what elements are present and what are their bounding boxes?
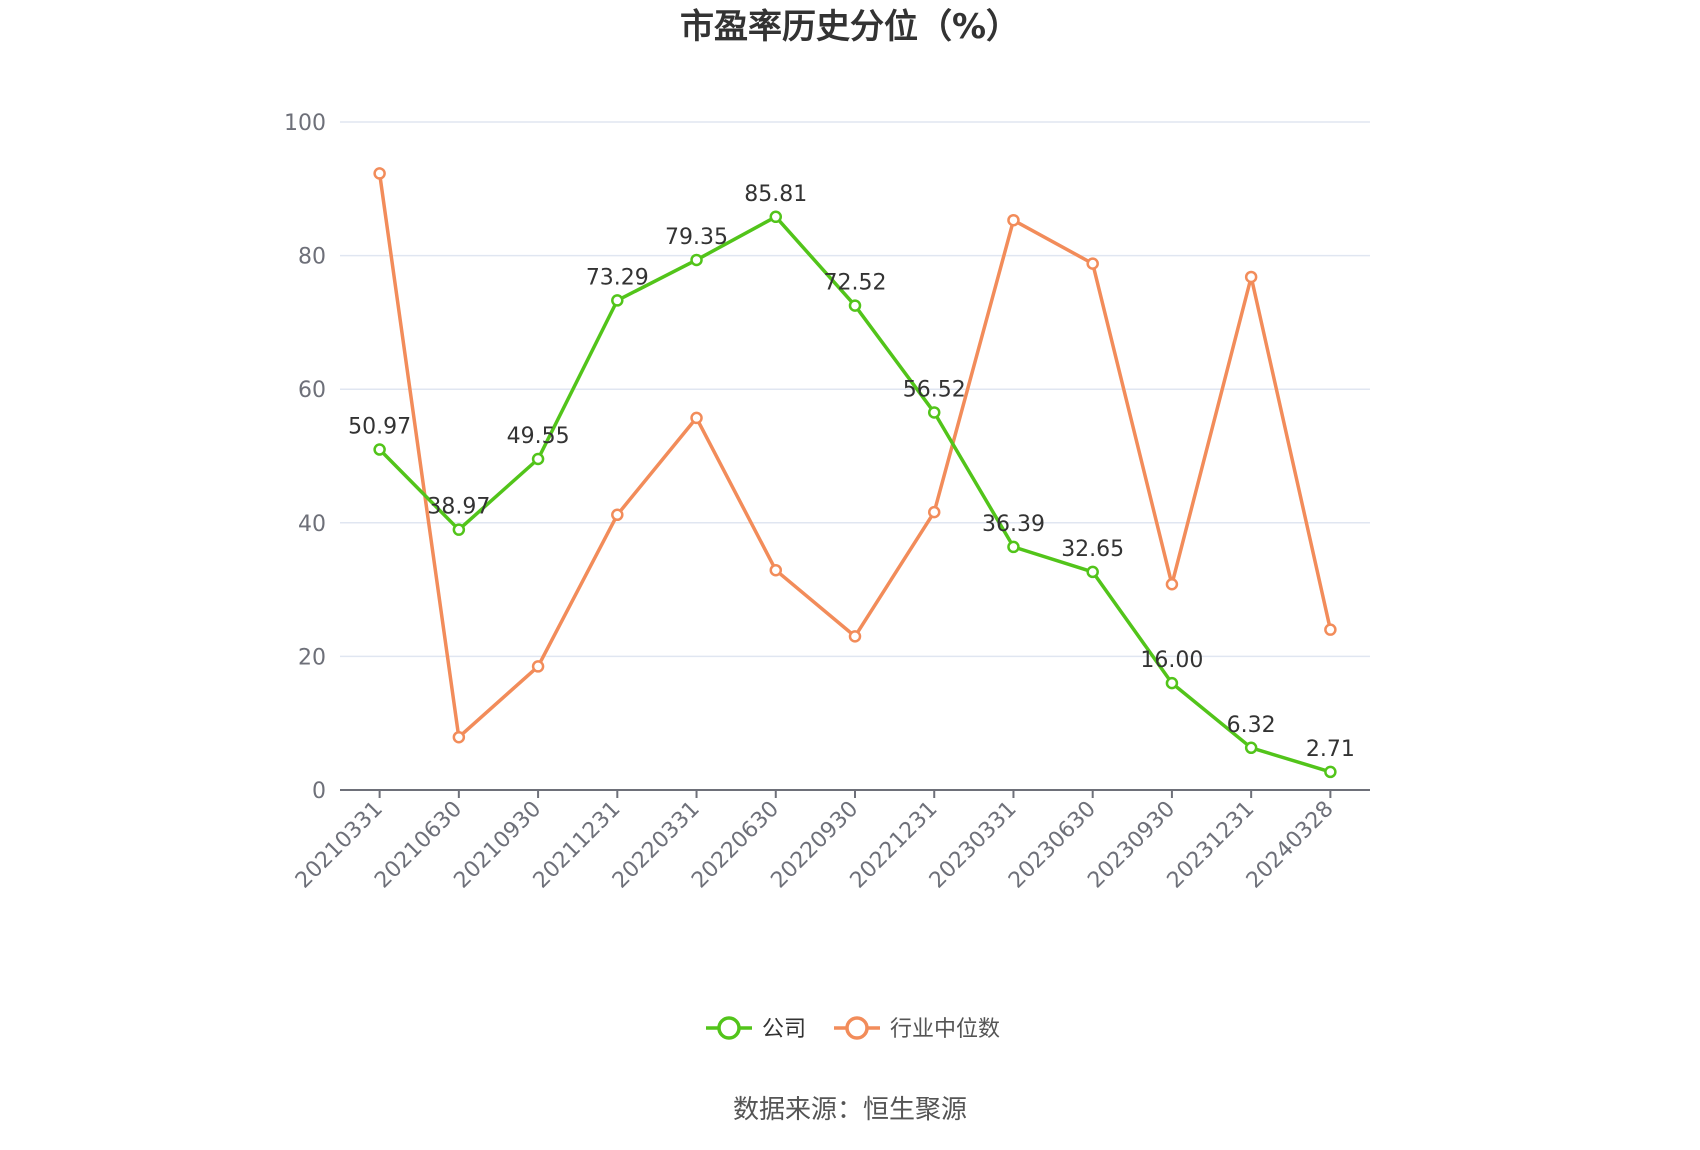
data-point[interactable]	[690, 411, 703, 425]
data-point[interactable]	[452, 730, 466, 744]
y-tick-label: 0	[312, 779, 326, 804]
data-point[interactable]	[611, 294, 624, 307]
y-tick-label: 100	[284, 111, 326, 136]
data-labels: 50.97 38.97 49.55 73.29 79.35 85.81 72.52 56.52…	[348, 182, 1355, 762]
data-point[interactable]	[769, 210, 783, 224]
data-point[interactable]	[690, 253, 703, 267]
legend-label: 公司	[762, 1017, 806, 1042]
legend-item-0[interactable]: 公司	[706, 1016, 806, 1042]
data-point[interactable]	[1086, 565, 1099, 579]
data-label: 49.55	[507, 424, 570, 449]
data-point[interactable]	[1007, 540, 1020, 554]
chart-title: 市盈率历史分位（%）	[680, 7, 1020, 47]
data-label: 32.65	[1061, 537, 1124, 562]
data-point[interactable]	[769, 563, 783, 577]
x-tick-label: 20240328	[1242, 797, 1339, 894]
data-label: 2.71	[1306, 737, 1355, 762]
source-text: 数据来源：恒生聚源	[733, 1095, 967, 1125]
y-tick-label: 60	[298, 378, 326, 403]
series-layer	[373, 167, 1337, 779]
data-point[interactable]	[1086, 257, 1099, 270]
data-label: 50.97	[348, 415, 411, 440]
data-point[interactable]	[373, 443, 386, 456]
data-label: 79.35	[665, 225, 728, 250]
y-tick-label: 80	[298, 245, 326, 270]
legend-label: 行业中位数	[890, 1017, 1000, 1042]
data-label: 73.29	[586, 265, 649, 290]
data-label: 36.39	[982, 512, 1045, 537]
data-point[interactable]	[848, 299, 862, 312]
data-point[interactable]	[531, 660, 545, 673]
data-point[interactable]	[373, 167, 386, 180]
data-point[interactable]	[1324, 765, 1337, 779]
data-label: 16.00	[1140, 648, 1203, 673]
data-point[interactable]	[1165, 578, 1179, 591]
data-point[interactable]	[1324, 623, 1337, 636]
data-point[interactable]	[1244, 270, 1258, 284]
data-point[interactable]	[927, 505, 941, 519]
legend[interactable]: 公司 行业中位数	[706, 1016, 1000, 1042]
data-point[interactable]	[848, 630, 862, 643]
data-point[interactable]	[1244, 741, 1258, 755]
legend-marker	[717, 1016, 741, 1040]
legend-marker	[845, 1016, 869, 1040]
data-label: 72.52	[824, 271, 887, 296]
data-point[interactable]	[611, 508, 624, 522]
data-point[interactable]	[1165, 676, 1179, 690]
legend-item-1[interactable]: 行业中位数	[834, 1016, 1000, 1042]
data-point[interactable]	[1007, 213, 1020, 227]
data-point[interactable]	[927, 406, 941, 419]
y-axis: 0 20 40 60 80 100	[284, 111, 326, 804]
y-tick-label: 40	[298, 512, 326, 537]
data-label: 6.32	[1227, 713, 1276, 738]
data-point[interactable]	[531, 452, 545, 466]
y-tick-label: 20	[298, 645, 326, 670]
data-label: 38.97	[427, 495, 490, 520]
x-axis: 2021033120210630202109302021123120220331…	[291, 789, 1370, 894]
data-label: 85.81	[744, 182, 807, 207]
data-label: 56.52	[903, 377, 966, 402]
data-point[interactable]	[452, 523, 466, 536]
grid	[340, 121, 1370, 658]
